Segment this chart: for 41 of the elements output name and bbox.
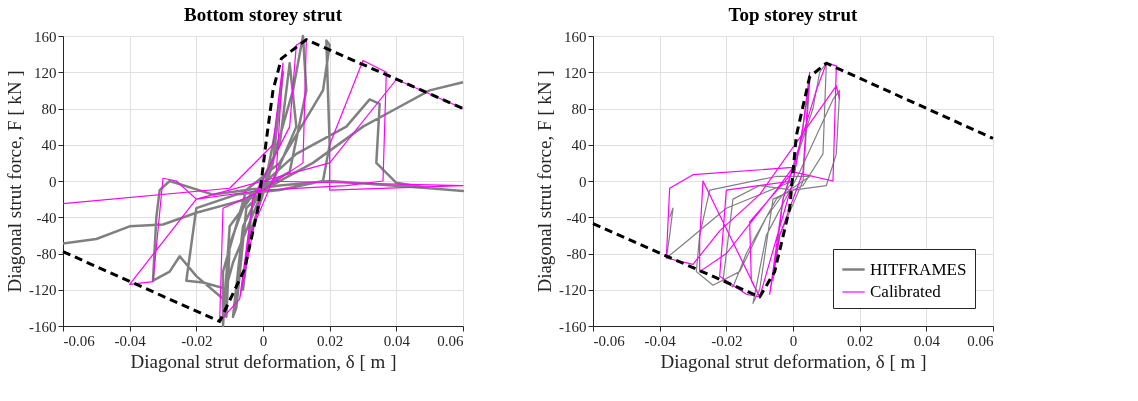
- y-tick-label: -80: [36, 246, 57, 262]
- legend-label: HITFRAMES: [870, 259, 967, 279]
- y-tick-label: 40: [41, 137, 57, 154]
- y-tick-label: -80: [566, 246, 587, 262]
- x-axis-title: Diagonal strut deformation, δ [ m ]: [130, 350, 397, 372]
- x-tick-label: 0.02: [317, 332, 344, 349]
- y-tick-label: 120: [564, 64, 587, 81]
- y-tick-label: 0: [49, 173, 57, 190]
- x-axis-title: Diagonal strut deformation, δ [ m ]: [660, 350, 927, 372]
- x-tick-label: 0.02: [847, 332, 874, 349]
- y-tick-label: 80: [41, 101, 57, 117]
- y-tick-label: -160: [29, 318, 57, 335]
- x-tick-label: 0.04: [913, 332, 941, 349]
- x-tick-label: 0: [259, 332, 268, 349]
- y-tick-label: 0: [579, 173, 587, 190]
- y-tick-label: 120: [34, 64, 57, 81]
- y-tick-label: -40: [566, 209, 587, 226]
- x-tick-label: -0.06: [63, 332, 96, 349]
- x-tick-label: -0.04: [114, 332, 147, 349]
- x-tick-label: -0.06: [593, 332, 626, 349]
- x-tick-label: -0.04: [644, 332, 677, 349]
- y-axis-title: Diagonal strut force, F [ kN ]: [4, 70, 25, 293]
- x-tick-label: 0.06: [967, 332, 994, 349]
- line-series: [591, 61, 995, 299]
- y-tick-label: -160: [559, 318, 587, 335]
- y-tick-label: 160: [34, 28, 57, 45]
- y-tick-label: -120: [559, 282, 587, 299]
- y-tick-label: 40: [571, 137, 587, 154]
- x-tick-label: -0.02: [181, 332, 213, 349]
- chart-title: Bottom storey strut: [184, 4, 343, 25]
- chart-title: Top storey strut: [728, 4, 859, 25]
- y-tick-label: -120: [29, 282, 57, 299]
- x-tick-label: 0.06: [437, 332, 464, 349]
- y-tick-label: -40: [36, 209, 57, 226]
- x-tick-label: -0.02: [711, 332, 743, 349]
- y-tick-label: 80: [571, 101, 587, 117]
- x-tick-label: 0: [789, 332, 798, 349]
- x-tick-label: 0.04: [383, 332, 411, 349]
- y-tick-label: 160: [564, 28, 587, 45]
- y-axis-title: Diagonal strut force, F [ kN ]: [534, 70, 555, 293]
- legend-label: Calibrated: [870, 282, 942, 301]
